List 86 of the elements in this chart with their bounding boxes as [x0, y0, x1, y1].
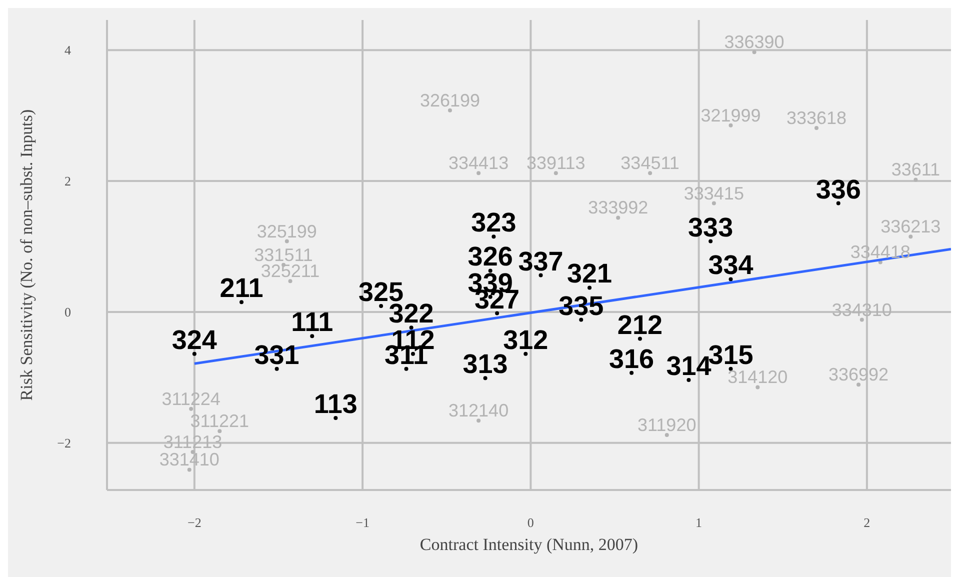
point [218, 429, 222, 434]
point [448, 108, 452, 112]
annotation: 333618 [786, 108, 847, 128]
annotation: 324 [172, 324, 217, 355]
annotation: 312140 [448, 400, 509, 421]
point [588, 286, 592, 290]
point [836, 201, 840, 206]
annotation: 334 [708, 250, 754, 280]
point [334, 416, 338, 420]
x-tick-label: 0 [527, 515, 534, 530]
point [524, 352, 528, 356]
annotation: 333 [688, 212, 734, 242]
annotation: 323 [471, 208, 516, 238]
point [860, 318, 864, 322]
annotation: 311221 [190, 411, 250, 432]
annotation: 334413 [448, 153, 509, 174]
point [664, 433, 669, 438]
annotation: 212 [617, 310, 662, 340]
annotation: 336 [816, 174, 861, 204]
annotation: 326 [468, 242, 513, 272]
point [648, 171, 652, 176]
point [638, 336, 642, 341]
point [756, 385, 760, 390]
annotation: 325199 [256, 221, 317, 242]
point [686, 378, 691, 382]
annotation: 314120 [728, 367, 788, 388]
point [554, 171, 558, 176]
annotation: 339113 [526, 153, 586, 174]
point [488, 268, 492, 273]
point [492, 234, 496, 239]
annotation: 337 [518, 246, 564, 276]
annotation: 211 [220, 273, 264, 304]
point [310, 334, 314, 338]
point [187, 468, 192, 472]
point [495, 311, 500, 316]
x-tick-label: 1 [696, 515, 702, 530]
point [616, 216, 620, 220]
y-tick-label: −2 [57, 435, 71, 450]
point [728, 277, 733, 282]
y-axis-title: Risk Sensitivity (No. of non–subst. Inputs) [17, 109, 36, 401]
y-tick-label: 4 [64, 42, 72, 58]
annotation: 311213 [163, 432, 222, 452]
point [483, 376, 488, 380]
annotation: 333992 [588, 198, 648, 218]
annotation: 111 [291, 307, 334, 338]
point [914, 178, 918, 182]
point [814, 126, 818, 130]
annotation: 336390 [724, 32, 784, 52]
annotation: 311224 [162, 388, 220, 409]
y-tick-label: 0 [64, 304, 71, 320]
point [752, 50, 756, 54]
annotation: 113 [314, 388, 358, 419]
point [712, 201, 716, 206]
point [192, 352, 196, 356]
point [404, 366, 408, 371]
x-axis-title: Contract Intensity (Nunn, 2007) [420, 535, 638, 554]
annotation: 321999 [700, 105, 761, 126]
point [538, 273, 543, 278]
annotation: 311920 [637, 415, 696, 436]
annotation: 316 [609, 344, 654, 374]
annotation: 334418 [850, 242, 910, 262]
point [409, 326, 414, 330]
point [240, 300, 244, 304]
annotation: 33611 [891, 160, 940, 180]
point [476, 171, 481, 176]
annotation: 331410 [159, 450, 220, 470]
annotation: 336213 [880, 216, 941, 237]
point [288, 279, 292, 284]
annotation: 334511 [620, 153, 680, 174]
point [189, 406, 194, 411]
point [856, 382, 861, 387]
x-tick-label: −1 [356, 515, 370, 530]
point [379, 304, 384, 308]
x-tick-label: −2 [188, 515, 202, 530]
annotation: 336992 [828, 364, 889, 385]
point [284, 239, 289, 244]
y-tick-label: 2 [64, 174, 71, 189]
point [708, 239, 713, 244]
annotation: 333415 [684, 183, 744, 204]
x-tick-label: 2 [864, 515, 870, 530]
point [908, 234, 913, 239]
point [630, 370, 634, 375]
point [728, 123, 733, 128]
annotation: 326199 [420, 90, 480, 110]
point [476, 418, 481, 423]
annotation: 321 [566, 258, 612, 289]
